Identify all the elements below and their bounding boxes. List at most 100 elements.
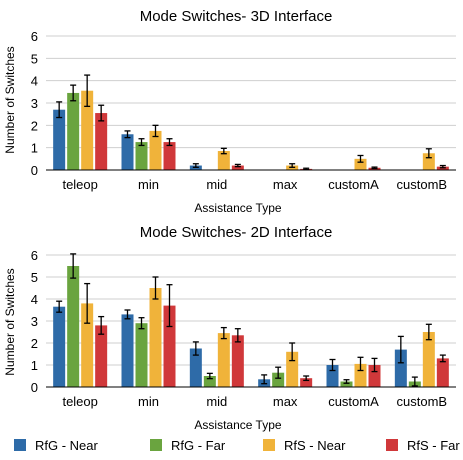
chart-3d-bar-rfs-near-teleop [81,90,94,170]
chart-3d-errorbar-rfs-near-mid [220,147,227,155]
chart-2d-errorbar-rfs-near-teleop [84,282,91,324]
chart-2d: Mode Switches- 2D Interface 0 1 2 3 4 5 6 Numb… [3,224,456,432]
chart-3d-errorbar-rfg-near-teleop [56,101,63,119]
chart-2d-ytick-label: 5 [31,270,38,285]
chart-2d-xlabel: Assistance Type [194,418,281,432]
chart-2d-errorbar-rfg-far-customA [343,379,350,384]
chart-2d-errorbar-rfs-far-max [303,375,310,382]
chart-3d-ytick-label: 1 [31,141,38,156]
chart-2d-errorbar-rfg-far-mid [206,372,213,380]
chart-2d-errorbar-rfs-near-customA [357,356,364,372]
chart-2d-errorbar-rfs-near-max [289,342,296,362]
legend-label-rfg-far: RfG - Far [171,438,226,453]
chart-2d-xtick-label: teleop [62,394,97,409]
chart-3d-errorbar-rfs-near-teleop [84,74,91,107]
chart-3d-bar-rfs-far-teleop [95,113,108,170]
chart-3d-ytick-label: 5 [31,51,38,66]
legend-item-rfg-far: RfG - Far [150,438,226,453]
chart-2d-bar-rfs-far-customA [368,365,381,387]
chart-2d-bar-rfs-near-teleop [81,303,94,387]
chart-3d-errorbar-rfg-far-min [138,138,145,147]
chart-2d-errorbar-rfs-near-mid [220,326,227,340]
chart-2d-errorbar-rfg-far-customB [411,376,418,387]
chart-2d-xtick-label: customB [397,394,448,409]
chart-3d-ylabel: Number of Switches [3,46,17,153]
chart-2d-errorbar-rfg-near-mid [192,341,199,356]
chart-2d-errorbars [56,253,446,387]
chart-3d-errorbar-rfs-near-customB [425,148,432,159]
chart-2d-bar-rfg-far-customA [340,381,353,387]
chart-3d-errorbar-rfg-far-teleop [70,84,77,102]
chart-2d-xtick-label: mid [206,394,227,409]
chart-2d-bar-rfs-far-mid [231,335,244,387]
chart-2d-xtick-label: max [273,394,298,409]
chart-2d-errorbar-rfs-near-min [152,276,159,300]
chart-2d-ytick-label: 4 [31,292,38,307]
chart-2d-errorbar-rfg-near-customB [397,335,404,364]
legend-item-rfs-near: RfS - Near [263,438,346,453]
chart-2d-errorbar-rfs-far-min [166,284,173,328]
chart-2d-ytick-label: 6 [31,248,38,263]
chart-3d-ytick-label: 4 [31,74,38,89]
chart-2d-bars [53,266,449,387]
legend-item-rfg-near: RfG - Near [14,438,99,453]
chart-3d-yticks: 0 1 2 3 4 5 6 [31,29,38,178]
chart-3d-title: Mode Switches- 3D Interface [140,8,333,25]
chart-2d-xticks: teleop min mid max customA customB [62,394,447,409]
chart-2d-bar-rfg-near-min [121,314,134,387]
chart-2d-errorbar-rfs-near-customB [425,323,432,341]
chart-2d-bar-rfs-near-mid [217,333,230,387]
legend-label-rfs-near: RfS - Near [284,438,346,453]
chart-2d-ytick-label: 2 [31,336,38,351]
chart-3d-bar-rfs-far-min [163,142,176,170]
legend-swatch-rfs-near [263,439,275,451]
chart-2d-errorbar-rfs-far-customA [371,357,378,373]
chart-3d-ytick-label: 0 [31,163,38,178]
chart-3d-bar-rfg-near-min [121,134,134,170]
chart-2d-bar-rfg-far-teleop [67,266,80,387]
legend-swatch-rfg-far [150,439,162,451]
chart-3d-xtick-label: customB [397,177,448,192]
chart-3d-bar-rfg-far-teleop [67,92,80,170]
chart-2d-xtick-label: customA [328,394,379,409]
chart-3d-errorbar-rfs-far-teleop [98,104,105,122]
chart-3d-xtick-label: teleop [62,177,97,192]
chart-2d-errorbar-rfg-near-max [261,374,268,385]
chart-2d-bar-rfs-far-customB [436,358,449,387]
legend-label-rfs-far: RfS - Far [407,438,460,453]
chart-2d-bar-rfg-far-mid [203,376,216,387]
chart-3d-errorbar-rfs-far-customA [371,166,378,170]
legend-item-rfs-far: RfS - Far [386,438,460,453]
chart-2d-bar-rfg-near-customB [394,349,407,387]
legend-swatch-rfg-near [14,439,26,451]
chart-3d-bar-rfg-near-teleop [53,109,66,170]
chart-3d-errorbar-rfg-near-mid [192,163,199,168]
legend-label-rfg-near: RfG - Near [35,438,99,453]
chart-3d-errorbars [56,74,446,171]
chart-3d-xtick-label: customA [328,177,379,192]
chart-2d-gridlines [46,254,456,366]
chart-3d-errorbar-rfg-near-min [124,130,131,139]
chart-2d-bar-rfg-far-min [135,323,148,387]
chart-2d-errorbar-rfs-far-mid [234,328,241,343]
chart-2d-errorbar-rfg-near-teleop [56,300,63,313]
chart-3d-ytick-label: 3 [31,96,38,111]
chart-2d-bar-rfs-far-max [300,378,313,387]
chart-2d-title: Mode Switches- 2D Interface [140,224,333,241]
chart-3d-xtick-label: mid [206,177,227,192]
chart-2d-yticks: 0 1 2 3 4 5 6 [31,248,38,395]
chart-2d-errorbar-rfs-far-teleop [98,315,105,335]
chart-3d: Mode Switches- 3D Interface 0 1 2 3 4 5 6 Numb… [3,8,456,215]
chart-2d-bar-rfs-near-customB [422,332,435,387]
chart-3d-bar-rfs-near-mid [217,151,230,170]
chart-2d-ytick-label: 3 [31,314,38,329]
chart-3d-ytick-label: 6 [31,29,38,44]
chart-3d-bar-rfs-far-mid [231,165,244,170]
legend-swatch-rfs-far [386,439,398,451]
chart-2d-xtick-label: min [138,394,159,409]
chart-3d-xlabel: Assistance Type [194,201,281,215]
chart-3d-ytick-label: 2 [31,118,38,133]
chart-2d-errorbar-rfg-far-max [275,366,282,379]
chart-2d-bar-rfg-near-teleop [53,306,66,387]
